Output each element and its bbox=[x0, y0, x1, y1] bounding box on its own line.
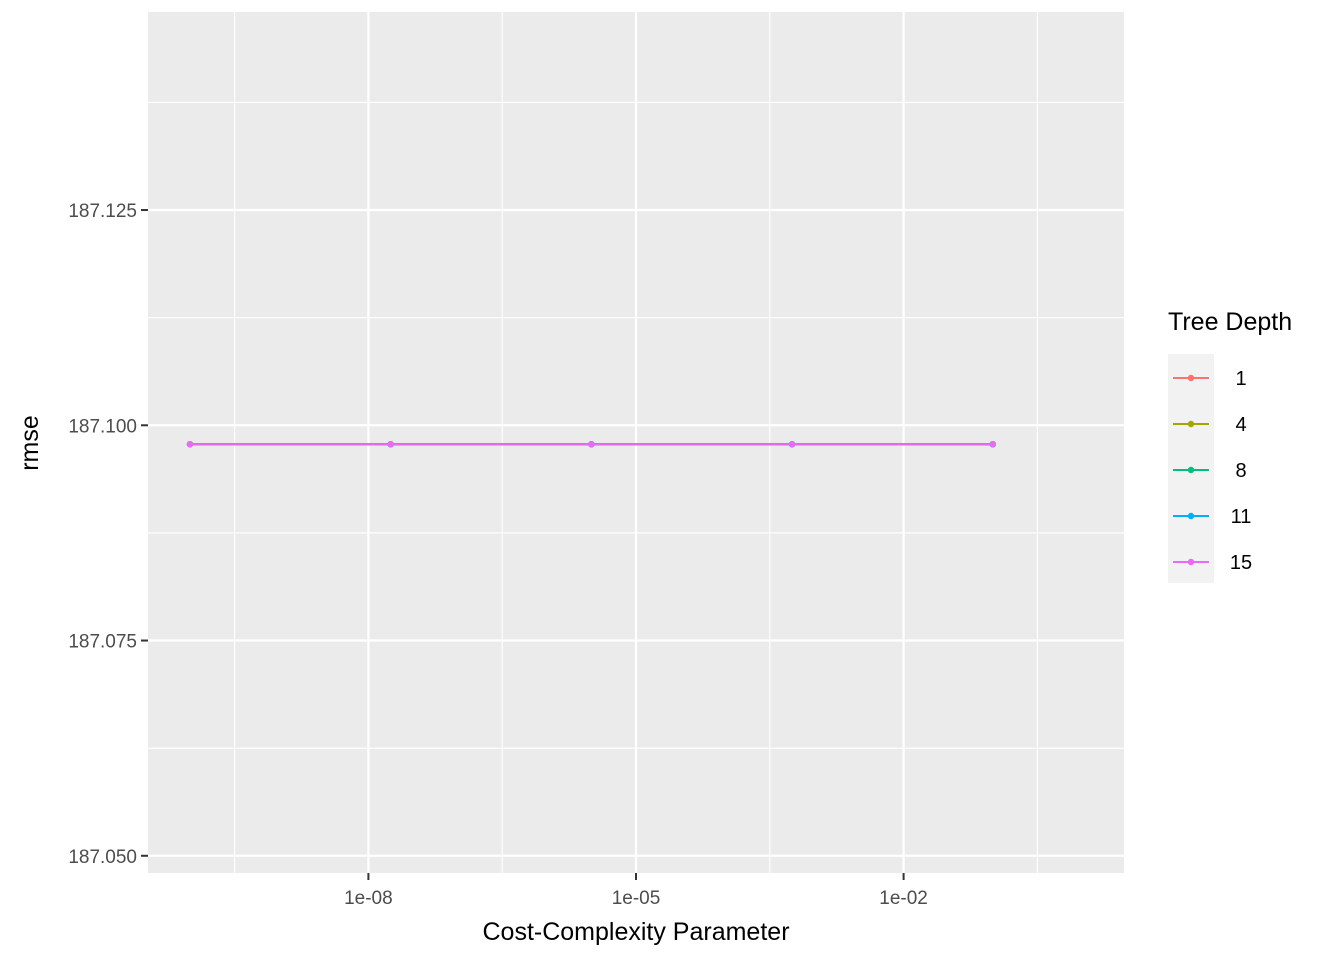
y-axis: 187.050 187.075 187.100 187.125 bbox=[68, 201, 148, 868]
legend: Tree Depth 1 4 8 11 15 bbox=[1168, 308, 1292, 583]
x-tick-label: 1e-02 bbox=[879, 888, 928, 909]
y-tick-label: 187.100 bbox=[68, 416, 137, 437]
legend-item: 8 bbox=[1173, 460, 1247, 482]
legend-item: 15 bbox=[1173, 552, 1252, 574]
legend-item: 1 bbox=[1173, 368, 1247, 390]
y-tick-label: 187.075 bbox=[68, 632, 137, 653]
legend-label: 11 bbox=[1231, 506, 1252, 528]
legend-item: 11 bbox=[1173, 506, 1251, 528]
legend-item: 4 bbox=[1173, 414, 1247, 436]
x-tick-label: 1e-08 bbox=[344, 888, 393, 909]
y-tick-label: 187.050 bbox=[68, 847, 137, 868]
data-point bbox=[186, 441, 194, 448]
legend-key-point bbox=[1187, 558, 1195, 566]
legend-label: 4 bbox=[1235, 414, 1246, 436]
data-point bbox=[788, 441, 796, 448]
y-tick-label: 187.125 bbox=[68, 201, 137, 222]
legend-label: 15 bbox=[1230, 552, 1252, 574]
data-point bbox=[989, 441, 996, 448]
data-point bbox=[387, 441, 394, 448]
x-axis: 1e-08 1e-05 1e-02 bbox=[344, 873, 928, 909]
legend-title: Tree Depth bbox=[1168, 308, 1292, 336]
legend-key-point bbox=[1187, 512, 1195, 520]
x-axis-title: Cost-Complexity Parameter bbox=[482, 918, 789, 946]
major-gridlines bbox=[148, 12, 1124, 873]
y-axis-title: rmse bbox=[16, 415, 44, 471]
legend-key-point bbox=[1187, 420, 1195, 428]
series-layer bbox=[186, 441, 996, 448]
x-tick-label: 1e-05 bbox=[612, 888, 661, 909]
data-point bbox=[588, 441, 595, 448]
series-15 bbox=[186, 441, 996, 448]
legend-label: 1 bbox=[1235, 368, 1246, 390]
legend-items: 1 4 8 11 15 bbox=[1173, 368, 1252, 574]
legend-label: 8 bbox=[1235, 460, 1246, 482]
legend-key-point bbox=[1187, 374, 1195, 382]
legend-key-point bbox=[1187, 466, 1195, 474]
